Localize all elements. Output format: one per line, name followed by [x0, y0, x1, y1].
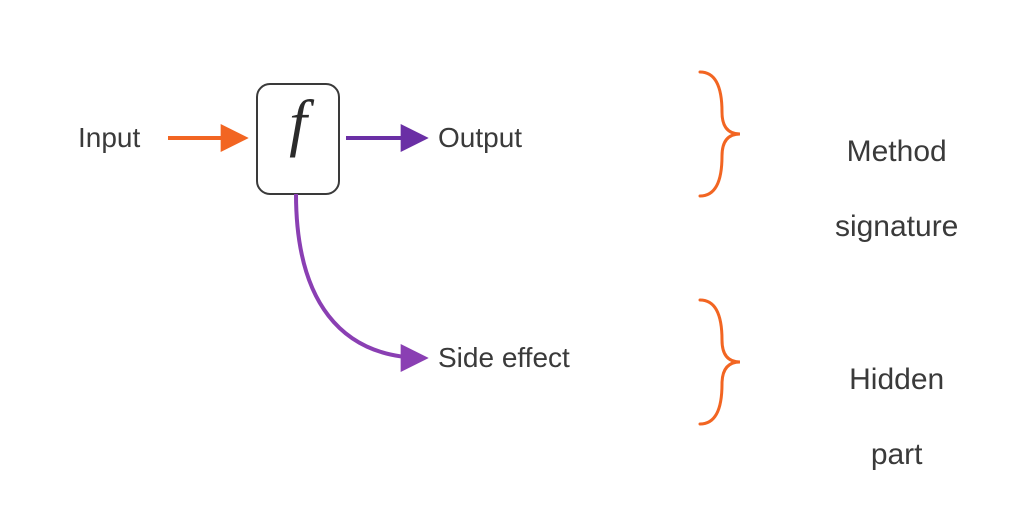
method-signature-line1: Method — [847, 135, 947, 168]
input-label: Input — [78, 120, 140, 155]
arrow-function-to-side-effect — [296, 194, 424, 358]
function-box: f — [256, 83, 340, 195]
method-signature-annotation: Method signature — [780, 95, 980, 283]
diagram-canvas: Input f Output Side effect Method signat… — [0, 0, 1024, 506]
hidden-part-annotation: Hidden part — [790, 323, 970, 511]
side-effect-label: Side effect — [438, 340, 570, 375]
function-glyph: f — [289, 87, 307, 158]
hidden-part-line2: part — [871, 438, 923, 471]
hidden-part-line1: Hidden — [849, 363, 944, 396]
brace-method-signature — [700, 72, 740, 196]
output-label: Output — [438, 120, 522, 155]
method-signature-line2: signature — [835, 210, 958, 243]
brace-hidden-part — [700, 300, 740, 424]
